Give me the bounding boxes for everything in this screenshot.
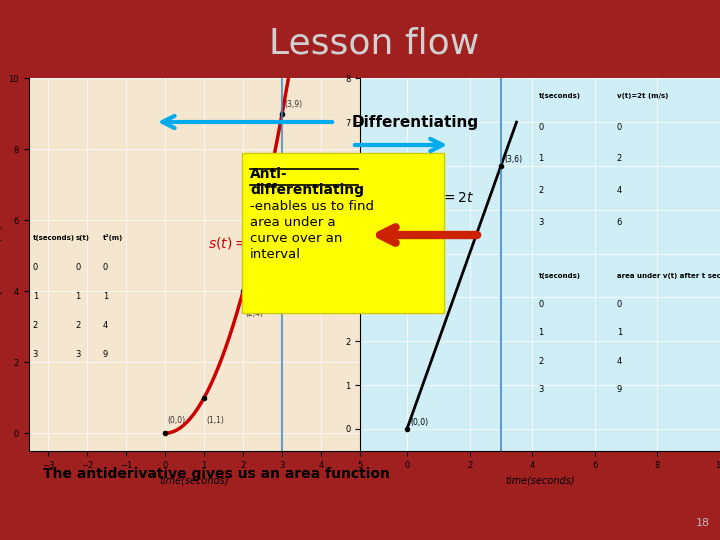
Text: 0: 0 <box>32 262 38 272</box>
Text: 18: 18 <box>696 518 710 528</box>
Text: 2: 2 <box>617 154 622 164</box>
Text: (0,0): (0,0) <box>167 415 185 424</box>
Text: 2: 2 <box>539 356 544 366</box>
Text: (2,4): (2,4) <box>245 309 263 318</box>
Text: 2: 2 <box>76 321 81 330</box>
Text: 9: 9 <box>103 350 108 359</box>
Text: Anti-: Anti- <box>250 167 287 181</box>
Text: t(seconds): t(seconds) <box>32 235 75 241</box>
Text: $s(t) = t^2$: $s(t) = t^2$ <box>208 233 262 253</box>
Text: 0: 0 <box>103 262 108 272</box>
Text: 1: 1 <box>103 292 108 301</box>
Text: 3: 3 <box>539 218 544 227</box>
Text: 3: 3 <box>539 385 544 394</box>
Text: 1: 1 <box>32 292 38 301</box>
Text: 9: 9 <box>617 385 622 394</box>
Text: 2: 2 <box>32 321 38 330</box>
Text: (0,0): (0,0) <box>410 417 428 427</box>
Text: 4: 4 <box>617 186 622 195</box>
Text: t(seconds): t(seconds) <box>539 93 580 99</box>
Text: (1,1): (1,1) <box>206 415 224 424</box>
Text: 1: 1 <box>539 154 544 164</box>
X-axis label: time(seconds): time(seconds) <box>160 475 229 485</box>
Text: 3: 3 <box>76 350 81 359</box>
Text: curve over an: curve over an <box>250 232 343 245</box>
Text: area under a: area under a <box>250 216 336 229</box>
Text: 1: 1 <box>617 328 622 337</box>
Text: 3: 3 <box>32 350 38 359</box>
Text: Differentiating: Differentiating <box>352 114 479 130</box>
Text: interval: interval <box>250 248 301 261</box>
Text: 0: 0 <box>539 300 544 308</box>
Text: 6: 6 <box>617 218 622 227</box>
Text: (3,9): (3,9) <box>284 100 302 109</box>
Text: t(seconds): t(seconds) <box>539 273 580 279</box>
Text: 0: 0 <box>539 123 544 132</box>
Text: s(t): s(t) <box>76 235 89 241</box>
Text: v(t)=2t (m/s): v(t)=2t (m/s) <box>617 93 668 99</box>
Text: area under v(t) after t secs: area under v(t) after t secs <box>617 273 720 279</box>
Text: (3,6): (3,6) <box>504 154 522 164</box>
Text: 0: 0 <box>617 123 622 132</box>
Text: The antiderivative gives us an area function: The antiderivative gives us an area func… <box>42 467 390 481</box>
Text: 0: 0 <box>76 262 81 272</box>
X-axis label: time(seconds): time(seconds) <box>505 475 575 485</box>
Text: differentiating: differentiating <box>250 183 364 197</box>
Text: $v(t) = 2t$: $v(t) = 2t$ <box>416 188 474 205</box>
Text: -enables us to find: -enables us to find <box>250 200 374 213</box>
FancyBboxPatch shape <box>242 153 444 313</box>
Y-axis label: v(m/s): v(m/s) <box>329 249 339 280</box>
Text: t²(m): t²(m) <box>103 234 123 241</box>
Text: 1: 1 <box>539 328 544 337</box>
Text: 4: 4 <box>617 356 622 366</box>
Text: 2: 2 <box>539 186 544 195</box>
Text: 1: 1 <box>76 292 81 301</box>
Text: Lesson flow: Lesson flow <box>269 26 480 60</box>
Y-axis label: displacement(m): displacement(m) <box>0 223 3 306</box>
Text: 4: 4 <box>103 321 108 330</box>
Text: 0: 0 <box>617 300 622 308</box>
